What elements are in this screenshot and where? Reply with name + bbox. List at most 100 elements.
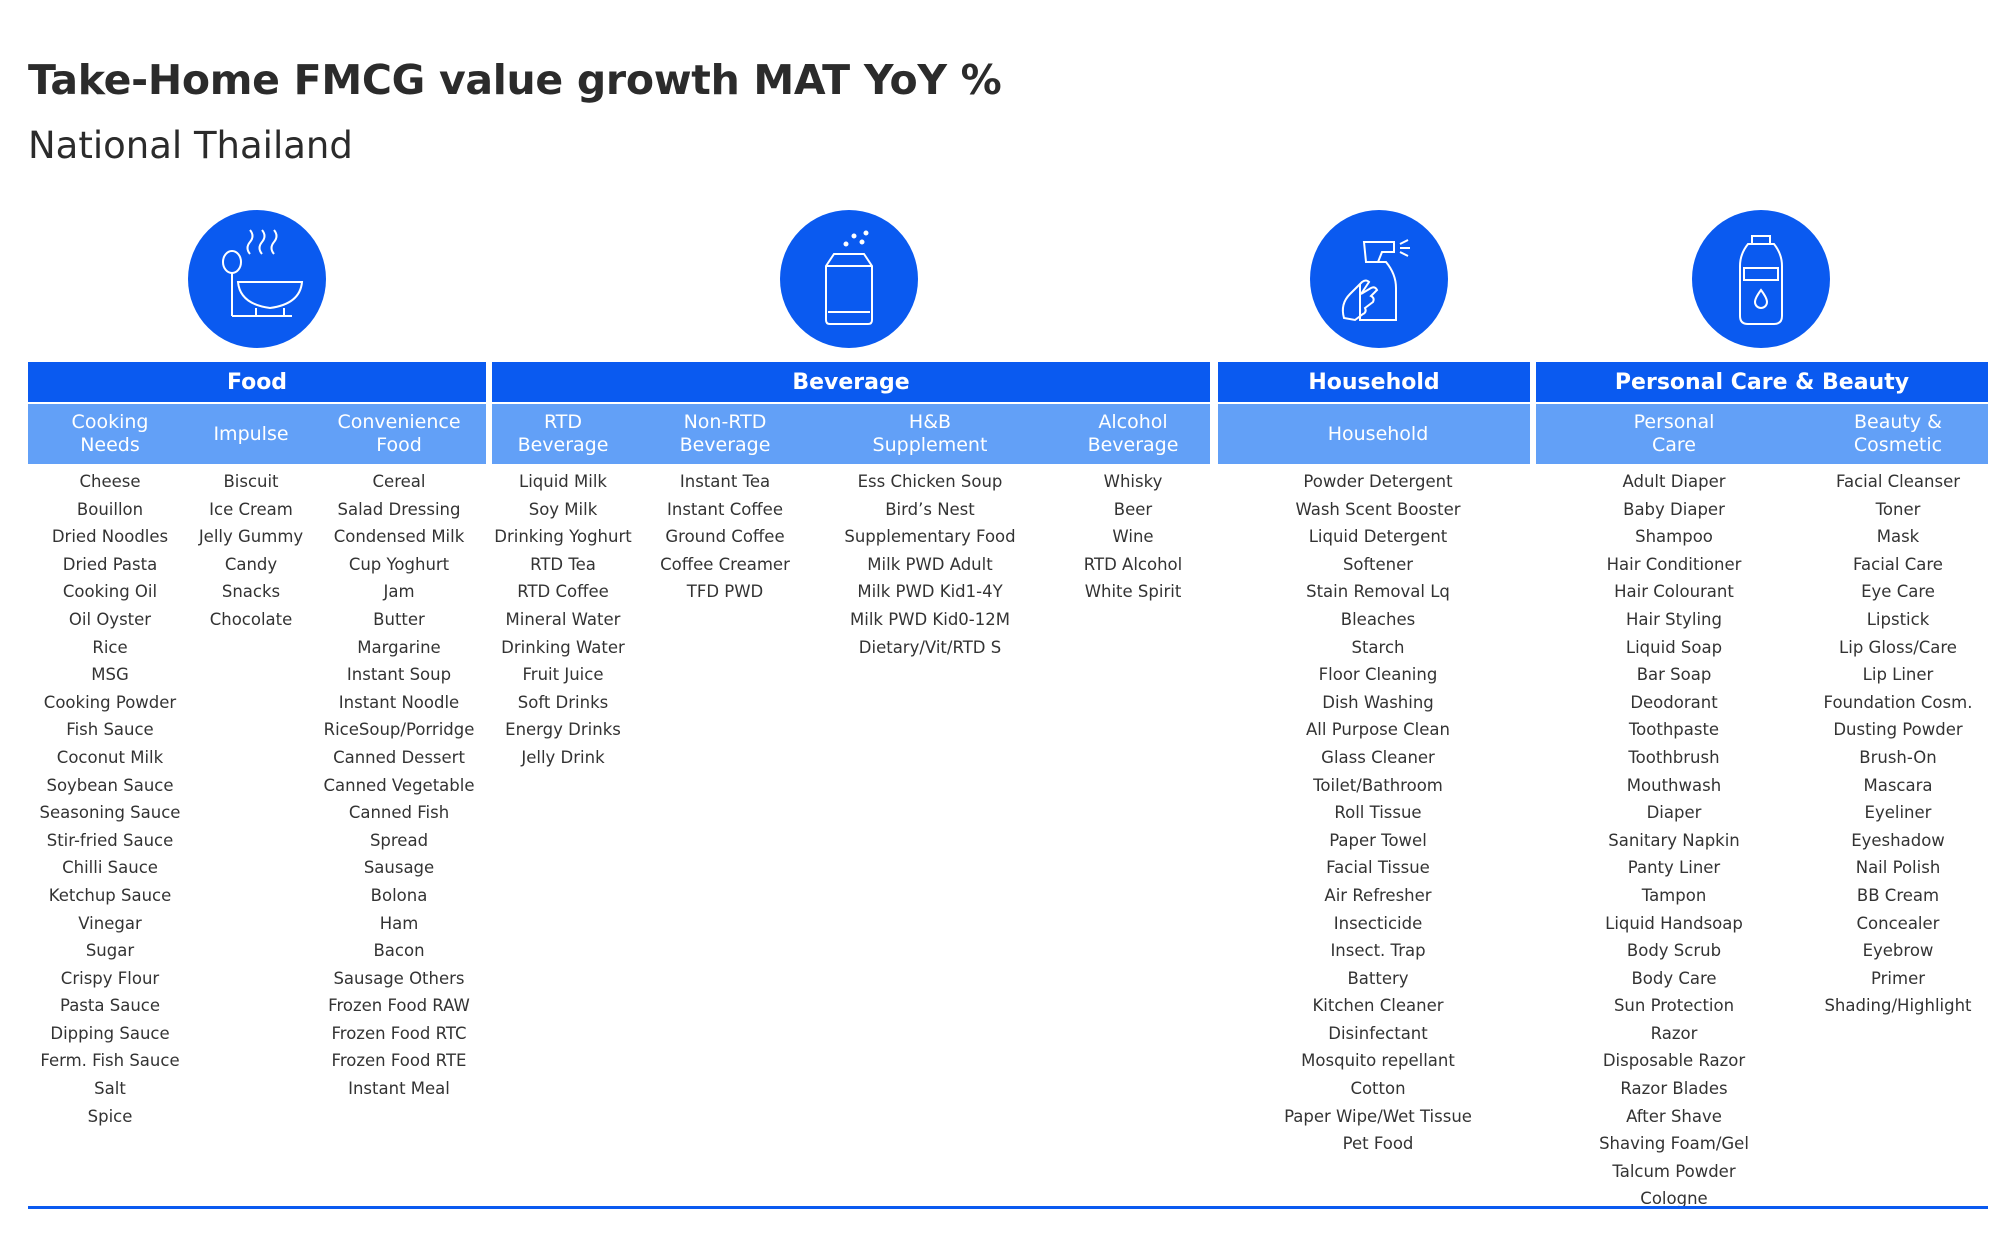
category-item: Instant Coffee (667, 499, 783, 519)
category-item: Talcum Powder (1612, 1161, 1736, 1181)
subheader-non-rtd-beverage: Non-RTD Beverage (679, 411, 771, 456)
bottom-rule (28, 1206, 1988, 1209)
category-item: Facial Care (1853, 554, 1943, 574)
category-item: Baby Diaper (1623, 499, 1725, 519)
category-item: Facial Cleanser (1835, 472, 1961, 491)
subheader-bar-food: Cooking Needs Impulse Convenience Food (28, 404, 486, 464)
category-item: Eyeshadow (1851, 830, 1945, 850)
category-item: BB Cream (1856, 885, 1940, 905)
spray-bottle-icon (1310, 210, 1448, 348)
category-item: Dried Noodles (51, 527, 169, 547)
column-convenience-food: Cereal Salad Dressing Condensed Milk Cup Yo… (324, 472, 475, 1107)
category-item: Liquid Soap (1625, 637, 1723, 657)
category-item: Dietary/Vit/RTD S (858, 637, 1002, 657)
category-item: Instant Tea (679, 472, 771, 491)
category-item: Salad Dressing (337, 499, 461, 519)
subheader-bar-household: Household (1218, 404, 1530, 464)
category-item: Jelly Drink (521, 747, 605, 767)
category-item: Cooking Powder (43, 692, 177, 712)
category-item: Paper Towel (1329, 830, 1427, 850)
category-item: Concealer (1856, 913, 1940, 933)
category-item: Eye Care (1861, 582, 1935, 602)
category-item: Glass Cleaner (1321, 747, 1435, 767)
category-item: Kitchen Cleaner (1312, 996, 1444, 1016)
category-item: Insect. Trap (1330, 941, 1426, 961)
category-item: RTD Tea (530, 554, 596, 574)
category-item: Mouthwash (1626, 775, 1722, 795)
category-item: Sun Protection (1613, 996, 1735, 1016)
subheader-cooking-needs: Cooking Needs (71, 411, 149, 456)
column-hb-supplement: Ess Chicken Soup Bird’s Nest Supplementary… (844, 472, 1015, 665)
lotion-bottle-icon (1692, 210, 1830, 348)
beverage-can-icon (780, 210, 918, 348)
category-item: Diaper (1646, 803, 1702, 823)
column-non-rtd-beverage: Instant Tea Instant Coffee Ground Coffee Co… (660, 472, 790, 610)
category-item: Brush-On (1859, 747, 1937, 767)
group-header-personal-care-beauty: Personal Care & Beauty (1536, 362, 1988, 402)
category-item: Drinking Yoghurt (494, 527, 632, 547)
category-item: Pasta Sauce (59, 996, 161, 1016)
category-item: Ketchup Sauce (48, 885, 172, 905)
category-item: Milk PWD Adult (867, 554, 993, 574)
category-item: Rice (92, 637, 128, 657)
category-item: Bleaches (1340, 609, 1416, 629)
category-item: Ess Chicken Soup (857, 472, 1003, 491)
column-rtd-beverage: Liquid Milk Soy Milk Drinking Yoghurt RTD T… (494, 472, 631, 776)
category-item: Mineral Water (505, 609, 621, 629)
category-item: Shaving Foam/Gel (1599, 1134, 1749, 1154)
category-item: Cooking Oil (62, 582, 158, 602)
column-alcohol-beverage: Whisky Beer Wine RTD Alcohol White Spirit (1084, 472, 1182, 610)
category-item: Toothbrush (1628, 747, 1720, 767)
category-item: Milk PWD Kid1-4Y (857, 582, 1003, 602)
category-item: Soybean Sauce (46, 775, 174, 795)
category-item: Panty Liner (1627, 858, 1721, 878)
category-item: Shampoo (1635, 527, 1713, 547)
subheader-bar-personal: Personal Care Beauty & Cosmetic (1536, 404, 1988, 464)
category-item: Bouillon (76, 499, 144, 519)
category-item: Battery (1347, 968, 1409, 988)
group-header-food: Food (28, 362, 486, 402)
category-item: Candy (224, 554, 278, 574)
category-item: Sanitary Napkin (1608, 830, 1740, 850)
category-item: Powder Detergent (1303, 472, 1453, 491)
column-beauty-cosmetic: Facial Cleanser Toner Mask Facial Care Eye C… (1824, 472, 1973, 1024)
category-item: Mask (1876, 527, 1920, 547)
category-item: Cotton (1350, 1079, 1406, 1099)
category-item: After Shave (1626, 1106, 1722, 1126)
group-header-household: Household (1218, 362, 1530, 402)
subheader-bar-beverage: RTD Beverage Non-RTD Beverage H&B Supple… (492, 404, 1210, 464)
category-item: Milk PWD Kid0-12M (850, 609, 1010, 629)
category-item: Beer (1113, 499, 1153, 519)
category-item: Disinfectant (1328, 1023, 1428, 1043)
category-item: RTD Coffee (517, 582, 609, 602)
subheader-household: Household (1327, 422, 1429, 445)
category-item: Snacks (221, 582, 281, 602)
category-item: RTD Alcohol (1083, 554, 1183, 574)
category-item: TFD PWD (686, 582, 764, 602)
category-item: Crispy Flour (60, 968, 160, 988)
category-item: Toner (1875, 499, 1921, 519)
category-item: Instant Meal (348, 1079, 450, 1099)
category-item: Butter (373, 609, 425, 629)
category-item: Razor Blades (1620, 1079, 1728, 1099)
page-subtitle: National Thailand (28, 124, 353, 167)
category-item: Stir-fried Sauce (46, 830, 174, 850)
subheader-beauty-cosmetic: Beauty & Cosmetic (1853, 411, 1943, 456)
category-item: Frozen Food RTC (331, 1023, 467, 1043)
column-impulse: Biscuit Ice Cream Jelly Gummy Candy Snacks Ch… (199, 472, 303, 638)
food-bowl-icon (188, 210, 326, 348)
category-item: Sausage (363, 858, 435, 878)
category-item: Eyebrow (1862, 941, 1934, 961)
category-item: Chocolate (209, 609, 293, 629)
category-item: Oil Oyster (68, 609, 152, 629)
column-household: Powder Detergent Wash Scent Booster Liquid… (1284, 472, 1472, 1162)
category-item: Frozen Food RAW (328, 996, 470, 1016)
category-item: Cup Yoghurt (348, 554, 450, 574)
category-item: Wash Scent Booster (1295, 499, 1461, 519)
category-item: Biscuit (223, 472, 279, 491)
category-item: Bird’s Nest (885, 499, 975, 519)
column-cooking-needs: Cheese Bouillon Dried Noodles Dried Pasta Co… (40, 472, 181, 1134)
category-item: All Purpose Clean (1306, 720, 1450, 740)
category-item: Disposable Razor (1602, 1051, 1746, 1071)
category-item: Ground Coffee (665, 527, 785, 547)
